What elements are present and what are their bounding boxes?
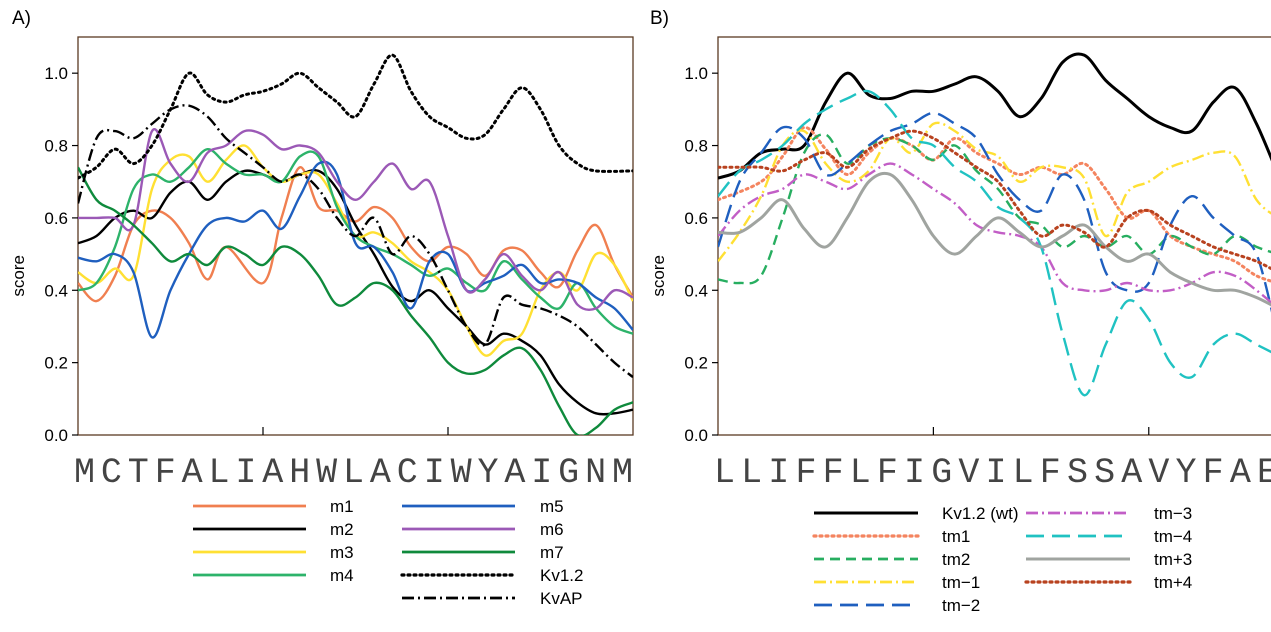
legend-label: tm−2 <box>942 596 980 615</box>
y-tick-label: 1.0 <box>44 64 68 83</box>
series-line-m6 <box>78 127 633 312</box>
y-axis-label: score <box>9 255 28 297</box>
panel-b: B) 0.0 0.2 0.4 0.6 0.8 1.0 score LLIFFLFIGVILFSS… <box>649 8 1271 615</box>
series-line-kv1-2-wt- <box>718 52 1271 180</box>
series-lines <box>718 52 1271 397</box>
panel-label: B) <box>650 8 669 29</box>
legend-label: tm−3 <box>1154 504 1192 523</box>
series-line-m7 <box>78 166 633 435</box>
series-lines <box>78 53 633 435</box>
panel-a: A) 0.0 0.2 0.4 0.6 0.8 1.0 score MCTFALIAHWLACIW… <box>9 8 634 608</box>
series-line-tm-3 <box>718 162 1271 304</box>
legend-label: KvAP <box>540 589 583 608</box>
series-line-tm-4 <box>718 89 1271 397</box>
legend-label: m6 <box>540 520 564 539</box>
y-tick-label: 0.0 <box>44 426 68 445</box>
series-line-m5 <box>78 160 633 339</box>
legend-label: m7 <box>540 543 564 562</box>
series-line-m1 <box>78 166 633 303</box>
legend-label: tm+4 <box>1154 573 1192 592</box>
y-tick-label: 0.4 <box>44 281 68 300</box>
series-line-tm-2 <box>718 111 1271 313</box>
legend-label: tm−4 <box>1154 527 1192 546</box>
legend-label: Kv1.2 (wt) <box>942 504 1019 523</box>
y-tick-label: 0.2 <box>684 354 708 373</box>
legend-label: tm−1 <box>942 573 980 592</box>
legend-label: m4 <box>330 566 354 585</box>
legend: m1 m2 m3 m4 m5 m6 m7 Kv1.2 KvAP <box>193 497 583 608</box>
y-tick-label: 1.0 <box>684 64 708 83</box>
legend-label: Kv1.2 <box>540 566 583 585</box>
legend-label: m1 <box>330 497 354 516</box>
series-line-kvap <box>78 104 633 379</box>
legend-label: m5 <box>540 497 564 516</box>
y-axis-label: score <box>649 255 668 297</box>
y-tick-label: 0.6 <box>44 209 68 228</box>
legend-label: tm1 <box>942 527 970 546</box>
sequence-axis-label: LLIFFLFIGVILFSSAVYFAE <box>714 453 1271 493</box>
legend-label: m2 <box>330 520 354 539</box>
series-line-tm+3 <box>718 171 1271 307</box>
legend-label: m3 <box>330 543 354 562</box>
y-tick-label: 0.2 <box>44 354 68 373</box>
plot-frame <box>717 36 1271 436</box>
series-line-m2 <box>78 168 633 416</box>
legend-label: tm+3 <box>1154 550 1192 569</box>
series-line-tm+4 <box>718 129 1271 271</box>
sequence-axis-label: MCTFALIAHWLACIWYAIGNM <box>74 453 633 493</box>
panel-label: A) <box>12 8 31 29</box>
series-line-kv1-2 <box>78 53 633 180</box>
legend-label: tm2 <box>942 550 970 569</box>
series-line-tm-1 <box>718 121 1271 263</box>
legend: Kv1.2 (wt) tm1 tm2 tm−1 tm−2 tm−3 tm−4 tm+3 tm+4 <box>812 504 1192 615</box>
y-tick-label: 0.4 <box>684 281 708 300</box>
y-tick-label: 0.8 <box>684 137 708 156</box>
y-tick-label: 0.6 <box>684 209 708 228</box>
y-tick-label: 0.0 <box>684 426 708 445</box>
y-tick-label: 0.8 <box>44 137 68 156</box>
